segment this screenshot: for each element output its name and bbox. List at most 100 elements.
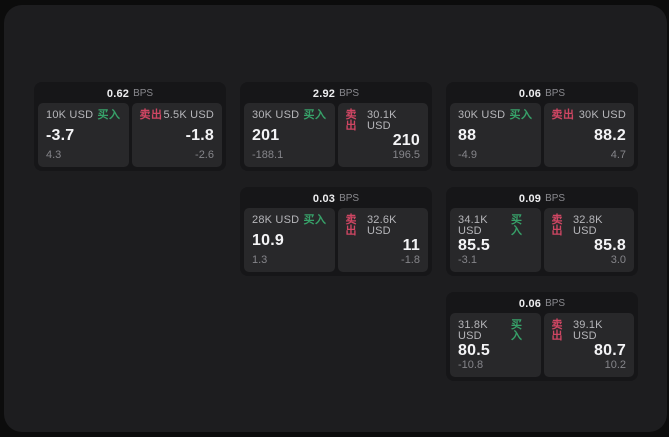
bps-value: 2.92 [312, 87, 336, 100]
sell-panel[interactable]: 卖出 5.5K USD -1.8 -2.6 [131, 103, 222, 167]
buy-side-label: 买入 [509, 109, 533, 121]
sell-panel[interactable]: 卖出 32.8K USD 85.8 3.0 [543, 208, 634, 272]
sell-price: 210 [392, 132, 420, 149]
bps-unit: BPS [339, 193, 360, 204]
buy-side-label: 买入 [303, 109, 327, 121]
bps-unit: BPS [339, 88, 360, 99]
buy-price: 85.5 [458, 237, 490, 254]
app-window: 0.62 BPS 10K USD 买入 -3.7 4.3 卖出 5.5K USD [4, 5, 667, 432]
sell-delta: -1.8 [401, 254, 420, 266]
buy-panel[interactable]: 34.1K USD 买入 85.5 -3.1 [450, 208, 541, 272]
sell-amount-label: 30.1K USD [366, 109, 397, 132]
sell-side-label: 卖出 [345, 214, 357, 237]
buy-amount-label: 10K USD [46, 109, 94, 121]
sell-delta: 3.0 [610, 254, 626, 266]
bps-value: 0.62 [106, 87, 130, 100]
buy-panel-header: 30K USD 买入 [458, 110, 533, 121]
sell-delta: -2.6 [195, 149, 214, 161]
card-body: 28K USD 买入 10.9 1.3 卖出 32.6K USD 11 -1.8 [240, 208, 432, 276]
card-header: 2.92 BPS [240, 82, 432, 103]
sell-price: 11 [402, 237, 420, 254]
sell-price: -1.8 [185, 126, 214, 144]
buy-delta: -4.9 [458, 149, 477, 161]
buy-amount-label: 28K USD [252, 214, 300, 226]
buy-price: 201 [252, 126, 280, 144]
buy-amount-label: 30K USD [458, 109, 506, 121]
buy-side-label: 买入 [303, 214, 327, 226]
bps-unit: BPS [133, 88, 154, 99]
sell-panel[interactable]: 卖出 32.6K USD 11 -1.8 [337, 208, 428, 272]
buy-price: 88 [458, 126, 477, 144]
buy-delta: 1.3 [252, 254, 268, 266]
card-header: 0.06 BPS [446, 82, 638, 103]
sell-panel-header: 卖出 32.8K USD [552, 215, 627, 237]
card-body: 34.1K USD 买入 85.5 -3.1 卖出 32.8K USD 85.8… [446, 208, 638, 276]
buy-delta: -10.8 [458, 359, 484, 371]
buy-price: 80.5 [458, 342, 490, 359]
card-header: 0.06 BPS [446, 292, 638, 313]
buy-panel-header: 34.1K USD 买入 [458, 215, 533, 237]
card-body: 30K USD 买入 88 -4.9 卖出 30K USD 88.2 4.7 [446, 103, 638, 171]
buy-panel-header: 30K USD 买入 [252, 110, 327, 121]
buy-amount-label: 34.1K USD [458, 214, 488, 237]
sell-panel-header: 卖出 32.6K USD [346, 215, 421, 237]
sell-price: 80.7 [594, 342, 626, 359]
bps-value: 0.03 [312, 192, 336, 205]
buy-panel[interactable]: 28K USD 买入 10.9 1.3 [244, 208, 335, 272]
sell-amount-label: 30K USD [578, 109, 626, 121]
buy-panel-header: 10K USD 买入 [46, 110, 121, 121]
sell-delta: 196.5 [392, 149, 420, 161]
sell-panel-header: 卖出 5.5K USD [140, 110, 215, 121]
sell-panel[interactable]: 卖出 39.1K USD 80.7 10.2 [543, 313, 634, 377]
bps-unit: BPS [545, 298, 566, 309]
sell-side-label: 卖出 [345, 109, 357, 132]
sell-panel-header: 卖出 39.1K USD [552, 320, 627, 342]
sell-amount-label: 32.6K USD [366, 214, 397, 237]
card-header: 0.62 BPS [34, 82, 226, 103]
buy-panel-header: 28K USD 买入 [252, 215, 327, 226]
buy-side-label: 买入 [97, 109, 121, 121]
sell-side-label: 卖出 [139, 109, 163, 121]
sell-delta: 4.7 [610, 149, 626, 161]
buy-panel[interactable]: 31.8K USD 买入 80.5 -10.8 [450, 313, 541, 377]
quote-card: 0.06 BPS 31.8K USD 买入 80.5 -10.8 卖出 39.1… [446, 292, 638, 381]
buy-panel[interactable]: 30K USD 买入 201 -188.1 [244, 103, 335, 167]
bps-unit: BPS [545, 193, 566, 204]
sell-panel-header: 卖出 30K USD [552, 110, 627, 121]
buy-side-label: 买入 [511, 319, 523, 342]
sell-side-label: 卖出 [551, 319, 563, 342]
sell-panel[interactable]: 卖出 30K USD 88.2 4.7 [543, 103, 634, 167]
bps-unit: BPS [545, 88, 566, 99]
buy-amount-label: 30K USD [252, 109, 300, 121]
quote-grid: 0.62 BPS 10K USD 买入 -3.7 4.3 卖出 5.5K USD [34, 82, 638, 381]
card-header: 0.09 BPS [446, 187, 638, 208]
sell-panel[interactable]: 卖出 30.1K USD 210 196.5 [337, 103, 428, 167]
sell-amount-label: 5.5K USD [163, 109, 214, 121]
quote-card: 2.92 BPS 30K USD 买入 201 -188.1 卖出 30.1K … [240, 82, 432, 171]
card-body: 31.8K USD 买入 80.5 -10.8 卖出 39.1K USD 80.… [446, 313, 638, 381]
buy-price: 10.9 [252, 231, 284, 249]
sell-side-label: 卖出 [551, 109, 575, 121]
sell-panel-header: 卖出 30.1K USD [346, 110, 421, 132]
sell-side-label: 卖出 [551, 214, 563, 237]
quote-card: 0.06 BPS 30K USD 买入 88 -4.9 卖出 30K USD [446, 82, 638, 171]
card-body: 30K USD 买入 201 -188.1 卖出 30.1K USD 210 1… [240, 103, 432, 171]
quote-card: 0.62 BPS 10K USD 买入 -3.7 4.3 卖出 5.5K USD [34, 82, 226, 171]
buy-price: -3.7 [46, 126, 75, 144]
card-body: 10K USD 买入 -3.7 4.3 卖出 5.5K USD -1.8 -2.… [34, 103, 226, 171]
buy-panel-header: 31.8K USD 买入 [458, 320, 533, 342]
bps-value: 0.06 [518, 297, 542, 310]
bps-value: 0.06 [518, 87, 542, 100]
sell-delta: 10.2 [604, 359, 626, 371]
buy-delta: -3.1 [458, 254, 477, 266]
buy-panel[interactable]: 10K USD 买入 -3.7 4.3 [38, 103, 129, 167]
buy-delta: -188.1 [252, 149, 284, 161]
sell-amount-label: 32.8K USD [572, 214, 603, 237]
sell-amount-label: 39.1K USD [572, 319, 603, 342]
buy-panel[interactable]: 30K USD 买入 88 -4.9 [450, 103, 541, 167]
buy-delta: 4.3 [46, 149, 62, 161]
quote-card: 0.03 BPS 28K USD 买入 10.9 1.3 卖出 32.6K US… [240, 187, 432, 276]
bps-value: 0.09 [518, 192, 542, 205]
buy-side-label: 买入 [511, 214, 523, 237]
quote-card: 0.09 BPS 34.1K USD 买入 85.5 -3.1 卖出 32.8K… [446, 187, 638, 276]
